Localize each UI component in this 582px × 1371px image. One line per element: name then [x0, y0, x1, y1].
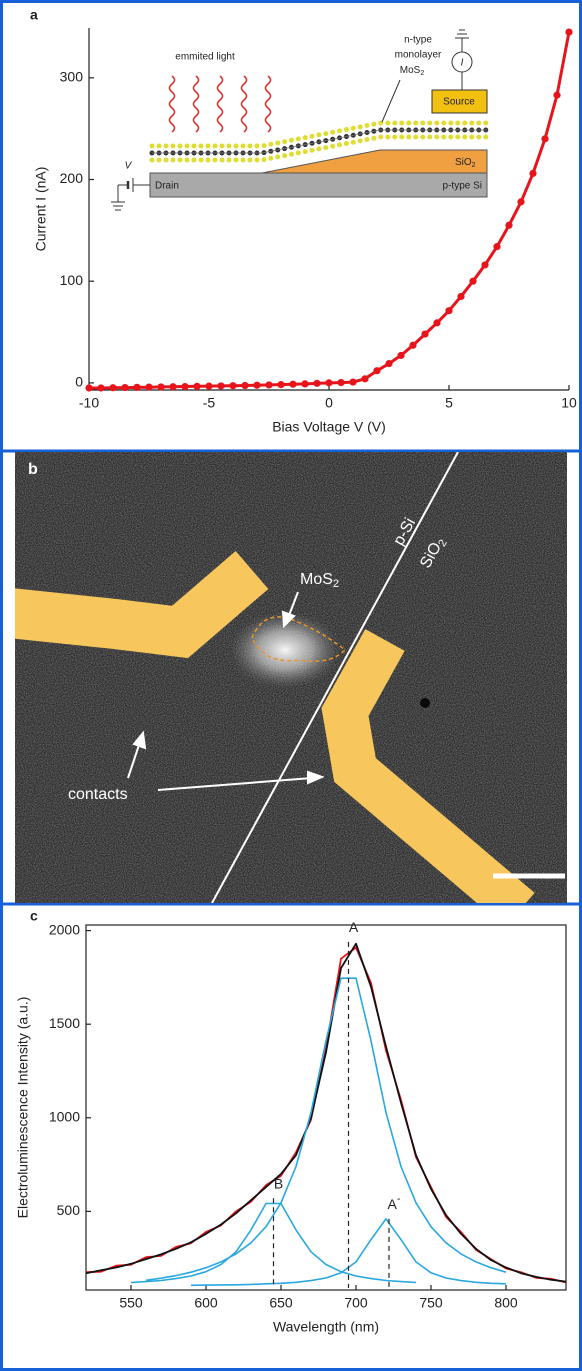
data-point	[121, 384, 128, 391]
y-tick-label: 1000	[49, 1108, 80, 1124]
data-point	[193, 383, 200, 390]
data-point	[553, 92, 560, 99]
data-point	[445, 307, 452, 314]
data-point	[97, 384, 104, 391]
x-tick-label: -5	[203, 395, 216, 411]
peak-label: A	[349, 919, 359, 935]
data-point	[169, 383, 176, 390]
data-point	[409, 342, 416, 349]
data-point	[541, 135, 548, 142]
data-point	[397, 352, 404, 359]
x-tick-label: 0	[325, 395, 333, 411]
data-point	[469, 278, 476, 285]
panel-label: c	[30, 908, 38, 924]
data-point	[205, 383, 212, 390]
data-point	[133, 384, 140, 391]
inset-label: n-type	[404, 35, 432, 46]
data-point	[349, 378, 356, 385]
defect	[420, 698, 430, 708]
panel-label: a	[30, 7, 38, 23]
data-point	[325, 379, 332, 386]
page: {"chart_data": [ {"type": "scatter", "pa…	[0, 0, 582, 1371]
data-point	[85, 384, 92, 391]
data-point	[505, 222, 512, 229]
x-tick-label: 700	[344, 1295, 368, 1311]
formula: MoS	[400, 65, 421, 76]
y-tick-label: 2000	[49, 921, 80, 937]
y-tick-label: 1500	[49, 1015, 80, 1031]
data-point	[289, 381, 296, 388]
inset-label: p-type Si	[443, 181, 482, 192]
x-tick-label: -10	[79, 395, 99, 411]
data-point	[373, 367, 380, 374]
subscript: 2	[420, 70, 424, 77]
substrate	[150, 173, 487, 197]
y-axis-label: Electroluminescence Intensity (a.u.)	[15, 997, 31, 1219]
subscript: 2	[472, 162, 476, 169]
x-tick-label: 650	[269, 1295, 293, 1311]
inset-label: emmited light	[175, 52, 235, 63]
y-tick-label: 500	[57, 1202, 81, 1218]
data-point	[313, 380, 320, 387]
x-tick-label: 600	[194, 1295, 218, 1311]
data-point	[493, 243, 500, 250]
data-point	[253, 382, 260, 389]
formula: SiO	[455, 157, 472, 168]
figure: emmited light n-type monolayer MoS2 Sour…	[0, 0, 582, 1371]
data-point	[109, 384, 116, 391]
contacts-label: contacts	[68, 786, 128, 803]
data-point	[217, 382, 224, 389]
data-point	[145, 384, 152, 391]
data-point	[265, 381, 272, 388]
x-tick-label: 800	[494, 1295, 518, 1311]
peak-label: B	[274, 1175, 283, 1191]
y-tick-label: 0	[75, 374, 83, 390]
data-point	[361, 375, 368, 382]
data-point	[421, 330, 428, 337]
formula: MoS	[300, 571, 333, 588]
data-point	[385, 360, 392, 367]
data-point	[181, 383, 188, 390]
micrograph	[0, 452, 567, 910]
data-point	[337, 379, 344, 386]
data-point	[517, 198, 524, 205]
data-point	[433, 319, 440, 326]
data-point	[481, 261, 488, 268]
x-axis-label: Wavelength (nm)	[273, 1319, 379, 1335]
data-point	[565, 28, 572, 35]
y-tick-label: 100	[60, 272, 84, 288]
x-tick-label: 750	[419, 1295, 443, 1311]
subscript: 2	[333, 578, 339, 590]
data-point	[301, 380, 308, 387]
peak-label-text: B	[274, 1175, 283, 1191]
x-tick-label: 10	[561, 395, 577, 411]
data-point	[241, 382, 248, 389]
x-tick-label: 5	[445, 395, 453, 411]
data-point	[277, 381, 284, 388]
data-point	[529, 170, 536, 177]
inset-label: I	[461, 58, 464, 69]
y-tick-label: 200	[60, 170, 84, 186]
inset-label: Source	[443, 97, 475, 108]
data-point	[157, 383, 164, 390]
x-tick-label: 550	[119, 1295, 143, 1311]
inset-label: Drain	[155, 181, 179, 192]
panel-label: b	[28, 461, 38, 478]
y-axis-label: Current I (nA)	[33, 167, 49, 252]
inset-label: monolayer	[395, 50, 442, 61]
superscript: -	[397, 1193, 401, 1205]
x-axis-label: Bias Voltage V (V)	[272, 419, 386, 435]
data-point	[229, 382, 236, 389]
y-tick-label: 300	[60, 69, 84, 85]
data-point	[457, 293, 464, 300]
peak-label-text: A	[349, 919, 359, 935]
